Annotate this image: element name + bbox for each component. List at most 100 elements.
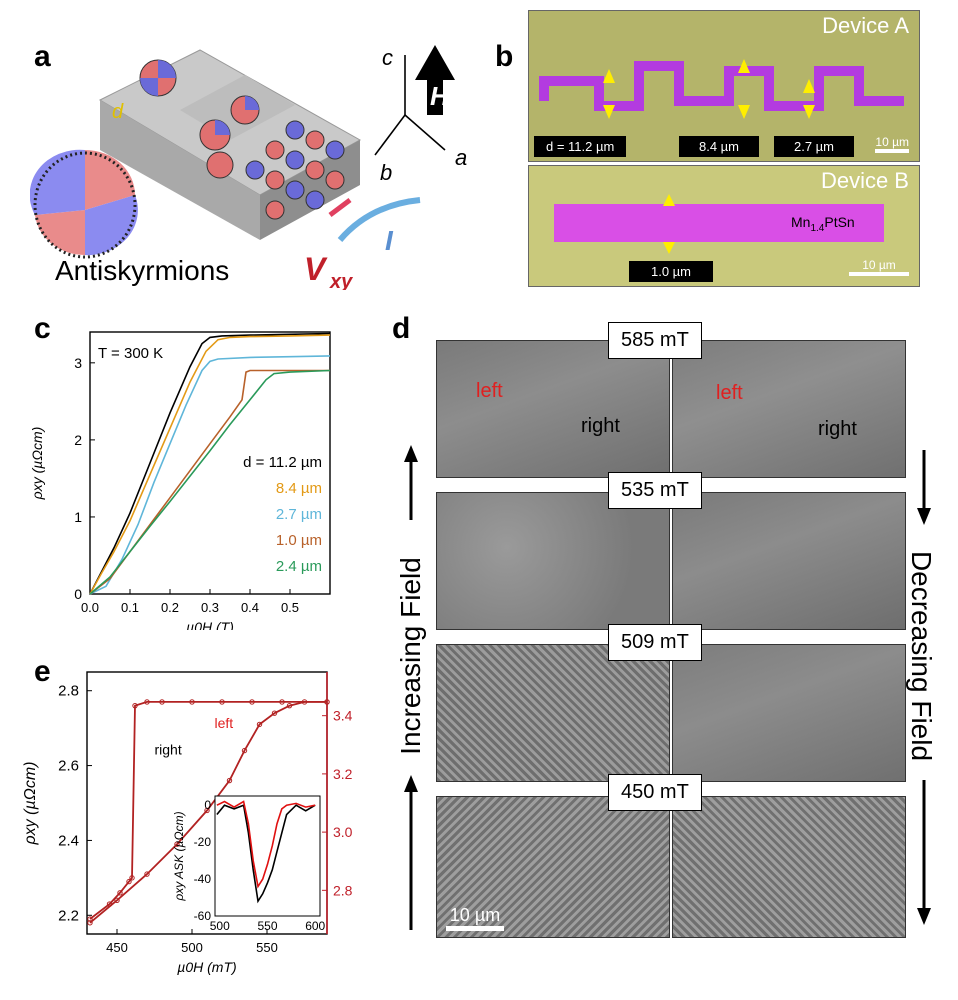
tile-450-right [672, 796, 906, 938]
chart-e-ylabel: ρxy (µΩcm) [22, 762, 39, 846]
panel-e-letter: e [34, 655, 51, 688]
chart-e-ytick-label: 2.8 [58, 683, 79, 700]
axis-a-label: a [455, 145, 467, 170]
tile-509-left [436, 644, 670, 782]
chart-e-xlabel: µ0H (mT) [177, 959, 236, 975]
panel-a-schematic: d Antiskyrmions c a b H V xy I [30, 45, 467, 290]
field-label-450: 450 mT [608, 774, 702, 811]
field-h-label: H [430, 81, 450, 111]
antiskyrmion-zoom-disk [30, 149, 138, 259]
right-label-1: right [581, 415, 620, 437]
device-b-material: Mn1.4PtSn [791, 214, 855, 234]
chart-e-point [144, 699, 150, 705]
slab-side [260, 140, 360, 240]
chart-c-legend-3: 1.0 µm [276, 532, 322, 549]
crystal-axes [374, 55, 446, 156]
chart-c-series-2 [89, 355, 331, 595]
chart-e-point [249, 699, 255, 705]
device-a-width-2: 8.4 µm [679, 136, 760, 157]
chart-c-xlabel: µ0H (T) [186, 619, 234, 630]
chart-e-point [132, 702, 138, 709]
axis-b-label: b [380, 160, 392, 185]
chart-e-y2tick-label: 3.2 [333, 766, 353, 782]
inset-xtick-label: 500 [210, 919, 230, 933]
chart-e-point [129, 875, 135, 881]
chart-c-xtick-label: 0.4 [241, 600, 259, 615]
chart-c-legend-1: 8.4 µm [276, 480, 322, 497]
chart-c-xtick-label: 0.3 [201, 600, 219, 615]
device-b-width: 1.0 µm [629, 261, 714, 282]
inset-ylabel: ρxy ASK (µΩcm) [172, 811, 186, 901]
chart-c-legend-2: 2.7 µm [276, 506, 322, 523]
chart-c-ytick-label: 3 [74, 355, 82, 371]
chart-e-point [106, 901, 113, 907]
chart-e-y2tick-label: 3.0 [333, 824, 353, 840]
tile-535-left [436, 492, 670, 630]
current-label: I [385, 225, 394, 256]
antiskyrmions-caption: Antiskyrmions [55, 255, 229, 286]
device-a-image: Device A d = 11.2 µm 8.4 µm 2.7 µm 10 µm [528, 10, 920, 162]
device-a-scale: 10 µm [875, 135, 909, 153]
chart-e-ytick-label: 2.4 [58, 832, 79, 849]
inset-xtick-label: 600 [305, 919, 325, 933]
device-b-bar [554, 194, 884, 254]
field-label-509: 509 mT [608, 624, 702, 661]
slab-front [100, 100, 260, 240]
chart-e-xtick-label: 500 [181, 940, 203, 955]
chart-c-xtick-label: 0.0 [81, 600, 99, 615]
chart-e-point [87, 916, 93, 922]
microscopy-grid: 585 mT 535 mT 509 mT 450 mT left right l… [436, 322, 906, 940]
chart-c-series-0 [89, 332, 331, 595]
panel-b-letter: b [495, 40, 514, 73]
chart-e-point [159, 699, 165, 705]
chart-e-xtick-label: 450 [106, 940, 128, 955]
chart-e-point [114, 897, 120, 904]
material-subscript: 1.4 [810, 222, 825, 234]
voltage-label: V [304, 251, 328, 287]
device-a-width-1: d = 11.2 µm [534, 136, 627, 157]
chart-e-point [241, 747, 248, 754]
chart-c-xtick-label: 0.5 [281, 600, 299, 615]
tile-585-left [436, 340, 670, 478]
chart-e-series-1 [89, 701, 327, 920]
panel-d-letter: d [392, 312, 411, 345]
chart-c-series-1 [89, 334, 331, 595]
chart-e-point [117, 890, 123, 896]
chart-c-temperature: T = 300 K [98, 345, 163, 362]
chart-e-point [219, 699, 225, 705]
chart-e-point [271, 710, 278, 716]
tile-585-right [672, 340, 906, 478]
field-label-585: 585 mT [608, 322, 702, 359]
inset-ytick-label: -20 [194, 835, 212, 849]
chart-e-point [174, 841, 180, 847]
chart-e-xtick-label: 550 [256, 940, 278, 955]
chart-e-point [226, 777, 233, 784]
device-b-scale: 10 µm [849, 258, 909, 276]
inset-ytick-label: -60 [194, 909, 212, 923]
device-a-title: Device A [822, 13, 909, 38]
inset-ytick-label: 0 [204, 798, 211, 812]
chart-e-ytick-label: 2.2 [58, 907, 79, 924]
field-arrow [415, 45, 455, 115]
material-rest: PtSn [824, 214, 855, 230]
antiskyrmion-array [139, 59, 345, 220]
inset-series-0 [216, 804, 316, 904]
device-a-meander [539, 59, 904, 119]
inset-series-1 [216, 800, 316, 889]
device-b-image: Device B Mn1.4PtSn 1.0 µm 10 µm [528, 165, 920, 287]
left-label-1: left [476, 380, 503, 402]
chart-e-point [286, 702, 293, 709]
chart-e-point [189, 699, 195, 705]
tile-450-left [436, 796, 670, 938]
chart-c-ylabel: ρxy (µΩcm) [29, 427, 45, 501]
chart-e-point [144, 871, 150, 877]
material-base: Mn [791, 214, 811, 230]
chart-c-ytick-label: 0 [74, 586, 82, 602]
panel-a-letter: a [34, 40, 51, 73]
chart-e-right-label: right [155, 741, 182, 757]
chart-e: 450 500 550 2.2 2.4 2.6 2.8 2.8 3.0 3.2 3.4 left rig… [22, 671, 353, 975]
tile-509-right [672, 644, 906, 782]
chart-e-point [126, 878, 132, 885]
chart-e-point [279, 699, 285, 705]
current-arrow [337, 197, 421, 242]
